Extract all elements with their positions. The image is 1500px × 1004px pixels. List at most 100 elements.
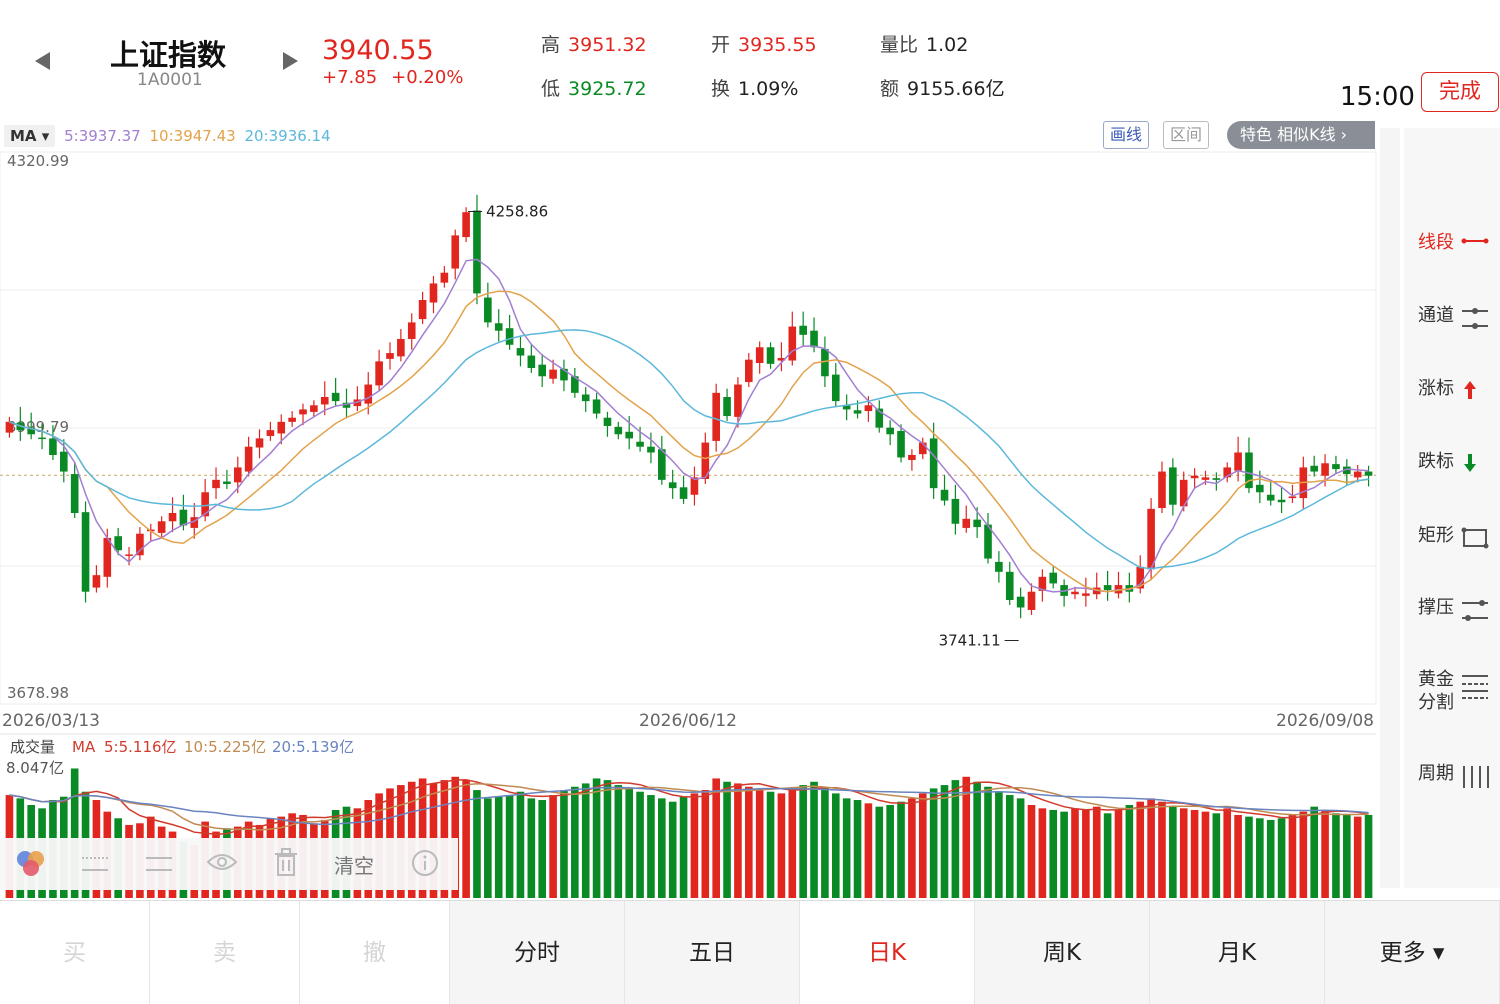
- candle-body: [603, 417, 612, 426]
- color-palette-icon[interactable]: [14, 848, 48, 878]
- tool-label: 线段: [1418, 232, 1454, 253]
- volume-bar: [766, 791, 775, 898]
- volume-bar: [1266, 819, 1275, 898]
- candle-body: [27, 427, 35, 435]
- volume-bar: [864, 803, 873, 898]
- candle-body: [386, 353, 394, 359]
- tab-8[interactable]: 更多 ▾: [1325, 901, 1500, 1004]
- turnover-quote: 换 1.09%: [711, 74, 798, 101]
- amount-label: 额: [880, 78, 900, 100]
- tab-5[interactable]: 日K: [800, 901, 975, 1004]
- draw-line-button[interactable]: 画线: [1103, 121, 1149, 149]
- candle-body: [560, 368, 568, 381]
- chart-scrollbar[interactable]: [1380, 128, 1400, 888]
- volume-bar: [1071, 808, 1079, 898]
- candle-body: [375, 361, 383, 386]
- candle-body: [1169, 467, 1177, 505]
- volume-bar: [1332, 813, 1340, 898]
- period-tabs: 买卖撤分时 五日 日K 周K 月K 更多 ▾: [0, 900, 1500, 1004]
- volume-bar: [1353, 816, 1362, 898]
- volume-bar: [1245, 816, 1253, 898]
- volume-bar: [614, 785, 623, 898]
- candle-body: [690, 477, 699, 495]
- volume-bar: [886, 805, 894, 898]
- turnover-label: 换: [711, 78, 731, 100]
- date-label-start: 2026/03/13: [2, 711, 100, 731]
- candle-body: [190, 517, 199, 528]
- info-icon[interactable]: [411, 849, 439, 877]
- tool-support-resistance[interactable]: 撑压: [1418, 596, 1488, 621]
- open-quote: 开 3935.55: [711, 30, 817, 57]
- tool-up-arrow[interactable]: 涨标: [1418, 377, 1476, 400]
- candle-body: [168, 512, 177, 522]
- open-label: 开: [711, 34, 731, 56]
- next-stock-icon[interactable]: [283, 52, 298, 70]
- tool-channel[interactable]: 通道: [1418, 304, 1488, 329]
- candle-body: [886, 427, 894, 435]
- candle-body: [1005, 571, 1014, 601]
- candle-body: [179, 509, 188, 526]
- volume-bar: [908, 798, 916, 898]
- candle-body: [853, 410, 862, 414]
- volume-bar: [581, 783, 590, 898]
- high-value: 3951.32: [568, 34, 647, 56]
- tab-3[interactable]: 分时: [450, 901, 625, 1004]
- done-button[interactable]: 完成: [1421, 72, 1499, 112]
- candle-body: [625, 431, 634, 439]
- candle-body: [766, 347, 775, 364]
- eye-icon[interactable]: [206, 850, 238, 874]
- volume-bar: [929, 788, 938, 898]
- candle-body: [799, 325, 807, 335]
- candle-body: [571, 376, 579, 393]
- candle-body: [1201, 477, 1210, 480]
- tool-segment[interactable]: 线段: [1418, 231, 1489, 254]
- volume-ma5-line: [9, 779, 1369, 835]
- volume-bar: [603, 780, 612, 898]
- tool-cycle[interactable]: 周期: [1418, 762, 1489, 788]
- candle-body: [1234, 452, 1242, 471]
- volume-ma20-line: [9, 786, 1369, 826]
- candle-body: [1321, 463, 1329, 476]
- candle-body: [1016, 596, 1025, 608]
- ma-selector[interactable]: MA ▾: [4, 125, 56, 147]
- volume-bar: [462, 780, 470, 898]
- similar-kline-button[interactable]: 特色 相似K线 ›: [1227, 121, 1375, 149]
- tool-label: 矩形: [1418, 525, 1454, 546]
- candle-body: [1277, 499, 1286, 503]
- candle-body: [1310, 465, 1319, 472]
- candle-body: [1190, 475, 1199, 479]
- candle-body: [527, 355, 536, 368]
- prev-stock-icon[interactable]: [35, 52, 50, 70]
- tool-down-arrow[interactable]: 跌标: [1418, 450, 1476, 473]
- tab-4[interactable]: 五日: [625, 901, 800, 1004]
- tool-label: 跌标: [1418, 451, 1454, 472]
- solid-line-icon[interactable]: [144, 852, 174, 876]
- volume-bar: [1114, 809, 1123, 898]
- candle-body: [1245, 452, 1253, 489]
- volume-bar: [777, 793, 786, 898]
- volume-bar: [1049, 809, 1058, 898]
- tab-1[interactable]: 卖: [150, 901, 300, 1004]
- volume-bar: [1179, 808, 1188, 898]
- candle-body: [831, 374, 840, 402]
- tool-rectangle[interactable]: 矩形: [1418, 524, 1489, 549]
- candle-body: [38, 437, 46, 440]
- volume-bar: [473, 790, 481, 898]
- tab-6[interactable]: 周K: [975, 901, 1150, 1004]
- dotted-line-icon[interactable]: [80, 852, 110, 876]
- trash-icon[interactable]: [272, 848, 300, 878]
- volume-title: 成交量: [10, 738, 55, 756]
- change-value: +7.85: [322, 67, 378, 88]
- clear-button[interactable]: 清空: [334, 854, 374, 878]
- tab-7[interactable]: 月K: [1150, 901, 1325, 1004]
- tool-label: 黄金 分割: [1418, 669, 1454, 713]
- candle-body: [908, 454, 916, 460]
- range-button[interactable]: 区间: [1163, 121, 1209, 149]
- tab-0[interactable]: 买: [0, 901, 150, 1004]
- ma10-value: 10:3947.43: [149, 127, 236, 145]
- candle-body: [1353, 471, 1362, 478]
- tool-golden-section[interactable]: 黄金 分割: [1418, 668, 1488, 714]
- tab-2[interactable]: 撤: [300, 901, 450, 1004]
- candle-body: [1103, 585, 1112, 591]
- volume-bar: [940, 785, 949, 898]
